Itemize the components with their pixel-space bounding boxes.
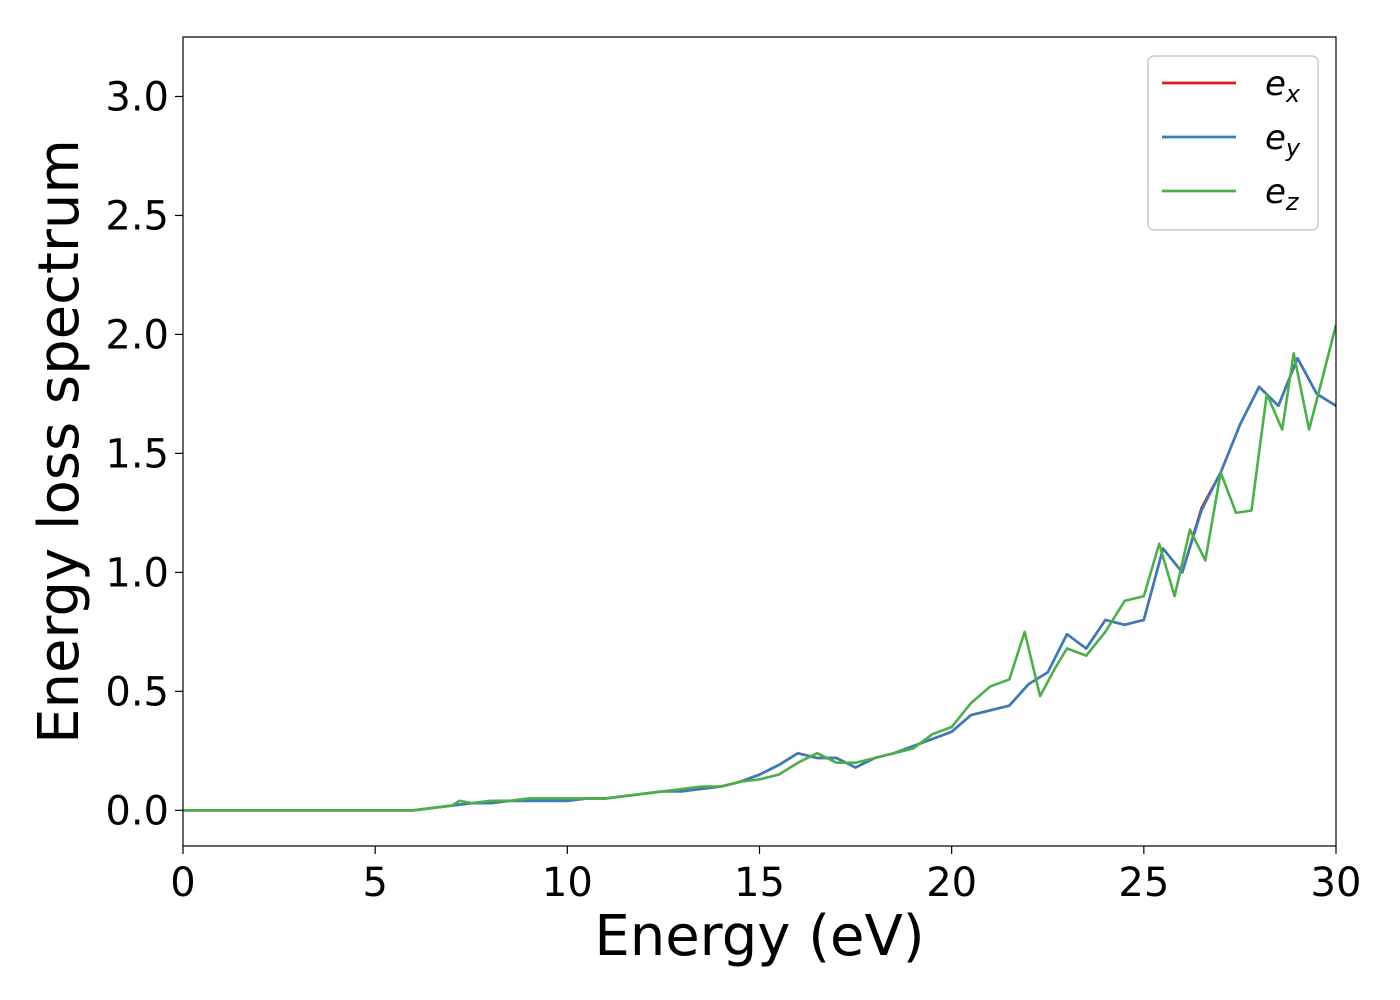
legend-label-ey: ey [1265, 118, 1301, 162]
x-tick-label: 30 [1311, 860, 1362, 906]
x-axis-label: Energy (eV) [594, 904, 924, 969]
x-tick-label: 0 [170, 860, 195, 906]
y-tick-label: 2.5 [105, 193, 169, 239]
series-line-ey [183, 356, 1336, 812]
series-line-ez [183, 324, 1336, 812]
legend: ex ey ez [1147, 55, 1319, 231]
y-tick-label: 0.5 [105, 669, 169, 715]
x-tick-label: 10 [542, 860, 593, 906]
y-tick-label: 1.0 [105, 550, 169, 596]
x-tick-label: 25 [1118, 860, 1169, 906]
legend-box [1147, 55, 1319, 231]
x-tick-label: 15 [734, 860, 785, 906]
x-tick-label: 5 [362, 860, 387, 906]
y-axis-label: Energy loss spectrum [27, 139, 92, 744]
x-tick-label: 20 [926, 860, 977, 906]
x-axis-ticks: 0 5 10 15 20 25 30 [170, 846, 1361, 906]
y-tick-label: 3.0 [105, 74, 169, 120]
y-axis-ticks: 0.0 0.5 1.0 1.5 2.0 2.5 3.0 [105, 74, 183, 834]
legend-label-ex: ex [1265, 64, 1301, 108]
y-tick-label: 2.0 [105, 312, 169, 358]
y-tick-label: 0.0 [105, 788, 169, 834]
series-lines [183, 324, 1336, 812]
legend-label-ez: ez [1265, 172, 1300, 216]
series-line-ex [183, 356, 1336, 812]
y-tick-label: 1.5 [105, 431, 169, 477]
